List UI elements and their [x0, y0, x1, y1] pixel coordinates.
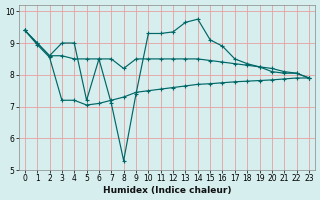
X-axis label: Humidex (Indice chaleur): Humidex (Indice chaleur) — [103, 186, 231, 195]
